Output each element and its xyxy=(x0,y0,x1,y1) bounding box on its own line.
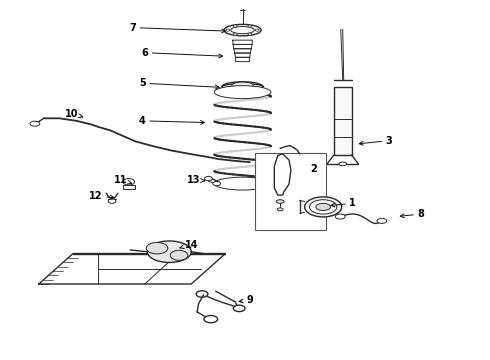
Ellipse shape xyxy=(30,121,40,126)
Ellipse shape xyxy=(233,33,237,35)
Ellipse shape xyxy=(316,203,331,211)
Ellipse shape xyxy=(248,33,252,35)
Ellipse shape xyxy=(147,241,191,262)
Ellipse shape xyxy=(170,250,188,260)
Ellipse shape xyxy=(214,86,271,99)
Text: 10: 10 xyxy=(65,109,83,119)
Ellipse shape xyxy=(233,25,237,27)
Ellipse shape xyxy=(123,179,135,185)
Text: 8: 8 xyxy=(400,209,424,219)
Ellipse shape xyxy=(213,181,220,186)
Bar xyxy=(334,87,351,155)
Text: 9: 9 xyxy=(239,295,253,305)
Ellipse shape xyxy=(204,176,212,181)
Text: 13: 13 xyxy=(187,175,205,185)
Ellipse shape xyxy=(231,27,254,34)
Ellipse shape xyxy=(232,82,253,89)
Ellipse shape xyxy=(248,25,252,27)
Text: 6: 6 xyxy=(142,48,222,58)
Text: 12: 12 xyxy=(89,191,114,201)
Text: 14: 14 xyxy=(180,239,198,249)
Ellipse shape xyxy=(305,197,342,217)
Ellipse shape xyxy=(233,305,245,312)
Ellipse shape xyxy=(277,208,283,211)
Ellipse shape xyxy=(226,29,230,31)
Ellipse shape xyxy=(335,214,345,219)
Ellipse shape xyxy=(196,291,208,297)
Text: 3: 3 xyxy=(359,136,392,145)
Bar xyxy=(255,153,326,230)
Bar xyxy=(123,185,135,189)
Ellipse shape xyxy=(204,316,218,323)
Text: 1: 1 xyxy=(331,198,356,208)
Text: 11: 11 xyxy=(114,175,132,185)
Ellipse shape xyxy=(108,199,116,203)
Ellipse shape xyxy=(339,162,346,166)
Ellipse shape xyxy=(147,242,168,254)
Text: 5: 5 xyxy=(139,78,219,89)
Ellipse shape xyxy=(377,219,387,224)
Text: 2: 2 xyxy=(310,164,317,174)
Ellipse shape xyxy=(214,177,271,190)
Ellipse shape xyxy=(255,29,259,31)
Text: 4: 4 xyxy=(139,116,204,126)
Text: 7: 7 xyxy=(129,23,225,33)
Ellipse shape xyxy=(222,84,263,90)
Ellipse shape xyxy=(224,24,261,36)
Ellipse shape xyxy=(276,200,284,203)
Ellipse shape xyxy=(310,200,337,214)
